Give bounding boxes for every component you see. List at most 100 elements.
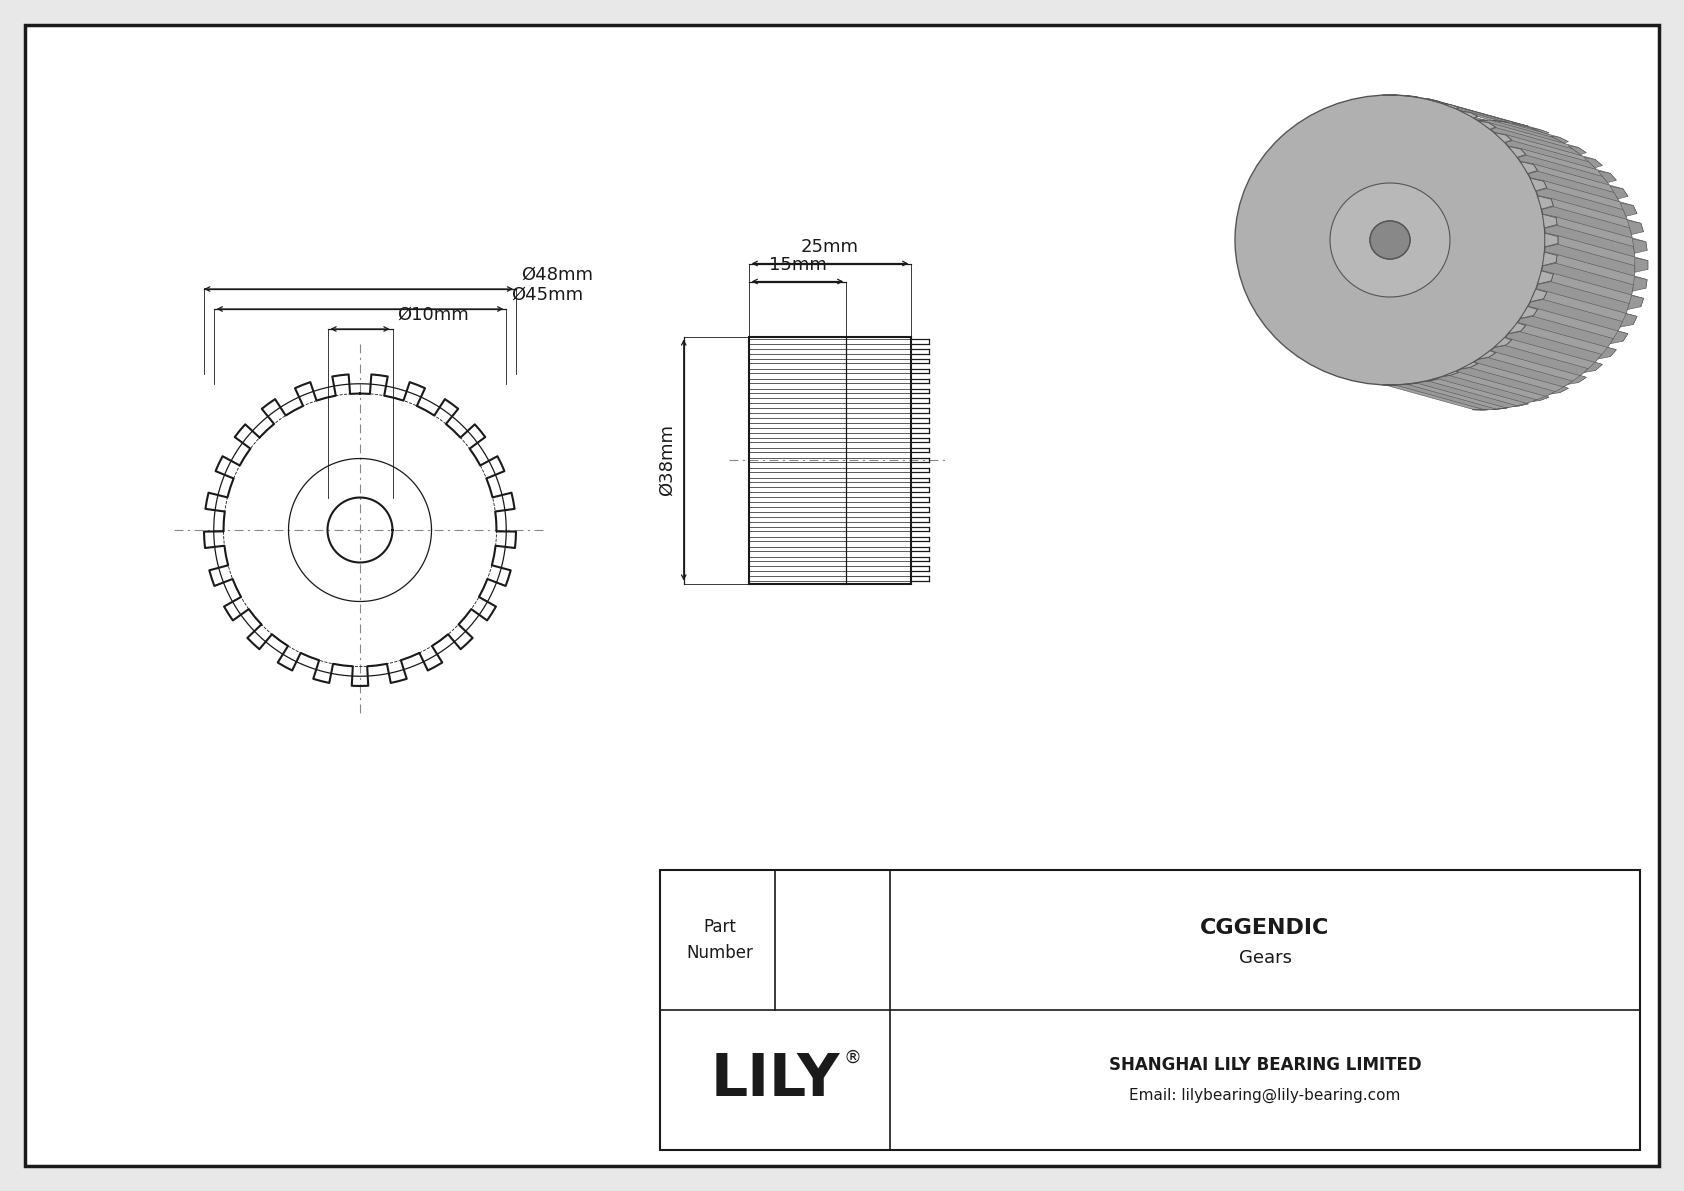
Polygon shape bbox=[1598, 348, 1617, 358]
Polygon shape bbox=[1620, 313, 1637, 328]
Polygon shape bbox=[1532, 129, 1549, 135]
Polygon shape bbox=[1450, 105, 1549, 132]
Polygon shape bbox=[1556, 255, 1647, 288]
Polygon shape bbox=[1403, 382, 1418, 385]
Polygon shape bbox=[1479, 350, 1495, 360]
Polygon shape bbox=[1442, 104, 1458, 110]
Polygon shape bbox=[1442, 372, 1458, 376]
Polygon shape bbox=[1532, 163, 1628, 197]
Polygon shape bbox=[1450, 373, 1549, 400]
Polygon shape bbox=[1610, 186, 1628, 199]
Polygon shape bbox=[1494, 337, 1512, 348]
Polygon shape bbox=[1585, 362, 1601, 373]
Polygon shape bbox=[1384, 95, 1485, 120]
Polygon shape bbox=[1489, 123, 1586, 152]
Polygon shape bbox=[1544, 233, 1558, 247]
Polygon shape bbox=[1512, 123, 1529, 127]
Polygon shape bbox=[1460, 111, 1479, 118]
Polygon shape bbox=[1443, 104, 1458, 108]
Polygon shape bbox=[1512, 403, 1529, 407]
Text: ®: ® bbox=[844, 1049, 862, 1067]
Polygon shape bbox=[1428, 99, 1529, 126]
Polygon shape bbox=[1627, 295, 1644, 310]
Ellipse shape bbox=[1371, 222, 1410, 258]
Polygon shape bbox=[1537, 195, 1553, 210]
Polygon shape bbox=[1505, 135, 1601, 166]
Polygon shape bbox=[1531, 177, 1548, 192]
Polygon shape bbox=[1406, 95, 1507, 121]
Polygon shape bbox=[1568, 375, 1586, 385]
Polygon shape bbox=[1423, 99, 1438, 102]
Polygon shape bbox=[1598, 172, 1617, 182]
Text: Ø45mm: Ø45mm bbox=[512, 286, 583, 304]
Text: SHANGHAI LILY BEARING LIMITED: SHANGHAI LILY BEARING LIMITED bbox=[1108, 1056, 1421, 1074]
Polygon shape bbox=[1479, 350, 1497, 360]
Polygon shape bbox=[1462, 362, 1477, 369]
Polygon shape bbox=[1509, 146, 1526, 157]
Polygon shape bbox=[1470, 363, 1568, 393]
Polygon shape bbox=[1632, 239, 1647, 254]
Polygon shape bbox=[1558, 236, 1649, 269]
Polygon shape bbox=[1543, 252, 1558, 266]
Polygon shape bbox=[1509, 323, 1526, 333]
Polygon shape bbox=[1551, 387, 1568, 394]
Polygon shape bbox=[1537, 270, 1554, 285]
Ellipse shape bbox=[1371, 222, 1410, 258]
Polygon shape bbox=[1632, 276, 1647, 291]
Polygon shape bbox=[1509, 323, 1526, 333]
Polygon shape bbox=[1543, 251, 1558, 266]
Polygon shape bbox=[1403, 382, 1418, 385]
Polygon shape bbox=[1509, 146, 1526, 157]
Polygon shape bbox=[1585, 157, 1601, 168]
Polygon shape bbox=[1627, 220, 1644, 235]
Polygon shape bbox=[1521, 306, 1537, 319]
Polygon shape bbox=[1543, 292, 1637, 324]
Polygon shape bbox=[1403, 95, 1418, 98]
Polygon shape bbox=[1620, 202, 1637, 217]
Polygon shape bbox=[1556, 217, 1647, 250]
Polygon shape bbox=[1610, 331, 1628, 344]
Polygon shape bbox=[1494, 132, 1512, 143]
Polygon shape bbox=[1521, 162, 1537, 174]
Text: Ø10mm: Ø10mm bbox=[397, 306, 470, 324]
Polygon shape bbox=[1532, 308, 1628, 342]
Polygon shape bbox=[1489, 353, 1586, 382]
Polygon shape bbox=[1423, 98, 1438, 102]
Polygon shape bbox=[1543, 181, 1637, 213]
Polygon shape bbox=[1460, 362, 1479, 369]
Text: Ø48mm: Ø48mm bbox=[520, 266, 593, 283]
Text: Email: lilybearing@lily-bearing.com: Email: lilybearing@lily-bearing.com bbox=[1130, 1087, 1401, 1103]
Text: 25mm: 25mm bbox=[802, 237, 859, 256]
Polygon shape bbox=[1423, 378, 1438, 382]
Bar bbox=[660, 869, 1640, 1151]
Polygon shape bbox=[1635, 257, 1649, 273]
Polygon shape bbox=[1544, 232, 1558, 248]
Ellipse shape bbox=[1234, 95, 1544, 385]
Ellipse shape bbox=[1330, 183, 1450, 297]
Text: 15mm: 15mm bbox=[768, 256, 827, 274]
Polygon shape bbox=[1537, 270, 1553, 285]
Polygon shape bbox=[1428, 379, 1529, 406]
Polygon shape bbox=[1551, 198, 1644, 232]
Polygon shape bbox=[1543, 214, 1558, 227]
Polygon shape bbox=[1384, 385, 1485, 410]
Polygon shape bbox=[1479, 120, 1497, 130]
Polygon shape bbox=[1470, 112, 1568, 142]
Polygon shape bbox=[1537, 195, 1554, 210]
Text: Gears: Gears bbox=[1238, 949, 1292, 967]
Polygon shape bbox=[1423, 378, 1438, 381]
Polygon shape bbox=[1521, 325, 1617, 356]
Polygon shape bbox=[1406, 384, 1507, 410]
Polygon shape bbox=[1505, 339, 1601, 370]
Polygon shape bbox=[1521, 149, 1617, 180]
Polygon shape bbox=[1531, 288, 1548, 303]
Text: Part
Number: Part Number bbox=[685, 918, 753, 962]
Polygon shape bbox=[1551, 273, 1644, 307]
Polygon shape bbox=[1532, 395, 1549, 401]
Polygon shape bbox=[1443, 372, 1458, 376]
Polygon shape bbox=[1531, 179, 1546, 191]
Polygon shape bbox=[1492, 407, 1507, 410]
Polygon shape bbox=[1494, 337, 1512, 348]
Polygon shape bbox=[1492, 120, 1507, 123]
Polygon shape bbox=[1521, 161, 1537, 174]
